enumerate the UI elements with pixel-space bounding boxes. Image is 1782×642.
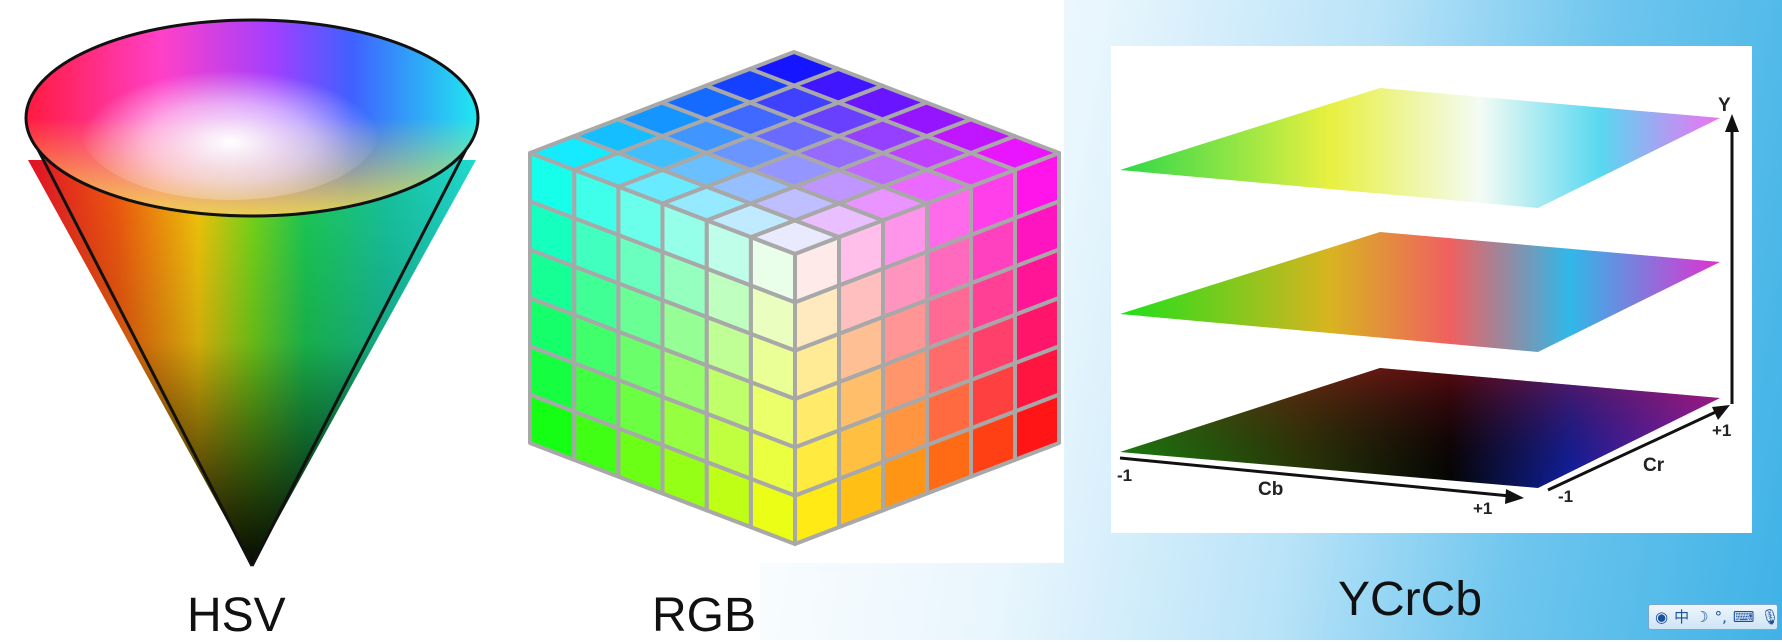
ycrcb-diagram <box>1119 88 1739 504</box>
cb-axis-arrow <box>1505 489 1524 504</box>
rgb-cube-left-cell <box>528 392 577 462</box>
y-axis-arrow <box>1725 114 1739 132</box>
cb-minus-one-label: -1 <box>1117 466 1133 485</box>
ycrcb-plane-mid-y <box>1120 232 1720 352</box>
rgb-cube <box>528 50 1061 546</box>
hsv-cone-shade <box>28 160 476 566</box>
rgb-cube-right-cell <box>1013 392 1061 462</box>
hsv-cone-left-edge <box>26 129 254 567</box>
language-indicator[interactable]: 中 <box>1674 607 1690 626</box>
cb-axis-label: Cb <box>1258 479 1284 500</box>
cr-axis-arrow <box>1712 405 1730 420</box>
ime-language-bar[interactable]: ◉ 中 ☽ °, ⌨ 🎙 <box>1648 604 1780 630</box>
rgb-cube-top-cell <box>748 50 841 88</box>
hsv-cone-top-center <box>80 56 380 200</box>
hsv-cone-right-edge <box>250 129 478 567</box>
punctuation-icon[interactable]: °, <box>1714 607 1727 626</box>
cr-minus-one-label: -1 <box>1558 487 1574 506</box>
ime-logo-icon[interactable]: ◉ <box>1655 607 1669 626</box>
cb-plus-one-label: +1 <box>1473 499 1493 518</box>
cb-axis-line <box>1119 456 1511 498</box>
hsv-caption: HSV <box>187 589 286 642</box>
cr-axis-line <box>1547 408 1721 492</box>
hsv-cone <box>24 18 480 567</box>
ycrcb-plane-high-y <box>1120 88 1720 208</box>
cr-axis-label: Cr <box>1643 455 1665 476</box>
microphone-icon[interactable]: 🎙 <box>1760 607 1780 626</box>
y-axis-label: Y <box>1718 95 1731 116</box>
ycrcb-caption: YCrCb <box>1338 573 1483 626</box>
moon-icon[interactable]: ☽ <box>1695 607 1709 626</box>
keyboard-icon[interactable]: ⌨ <box>1732 607 1755 626</box>
ycrcb-plane-low-y-red <box>1120 368 1720 488</box>
hsv-cone-rim <box>24 18 480 218</box>
rgb-caption: RGB <box>652 589 757 642</box>
cr-plus-one-label: +1 <box>1712 421 1732 440</box>
